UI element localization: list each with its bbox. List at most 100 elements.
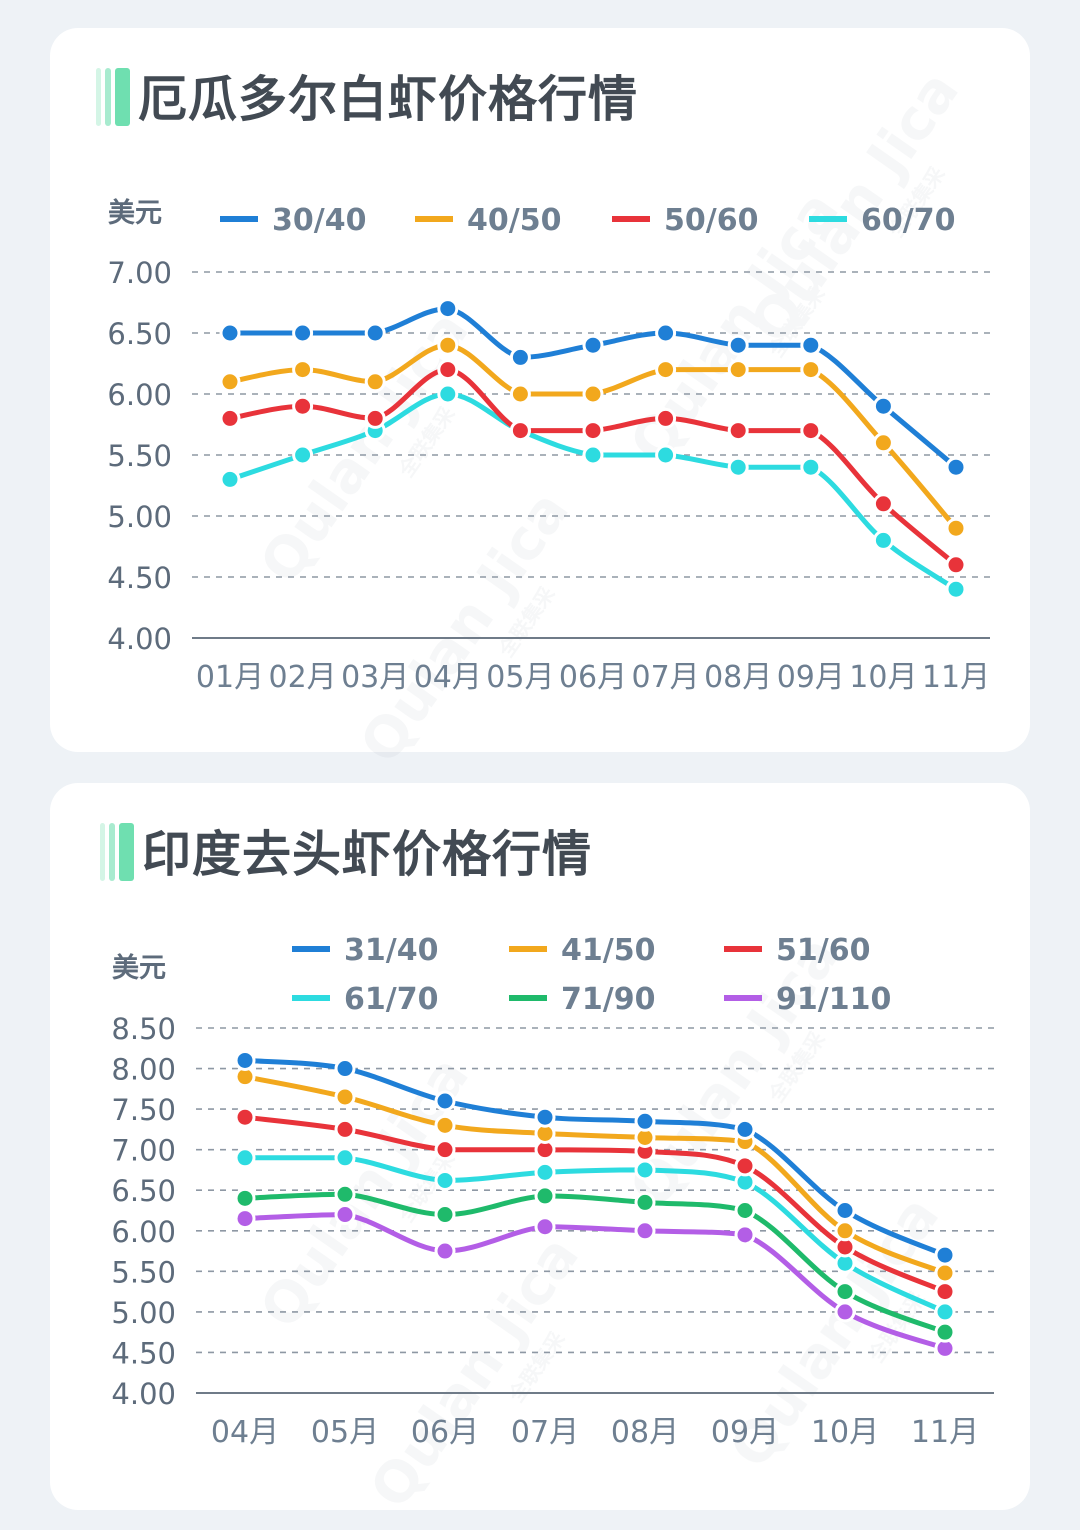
data-point xyxy=(934,1321,956,1343)
title-accent-icon xyxy=(96,68,130,126)
data-point xyxy=(727,359,749,381)
data-point xyxy=(334,1147,356,1169)
y-tick-label: 4.00 xyxy=(111,1377,176,1411)
data-point xyxy=(334,1204,356,1226)
y-tick-label: 7.00 xyxy=(107,256,172,290)
data-point xyxy=(234,1049,256,1071)
x-tick-label: 08月 xyxy=(611,1415,679,1450)
data-point xyxy=(364,322,386,344)
x-tick-label: 06月 xyxy=(411,1415,479,1450)
legend-label: 91/110 xyxy=(776,982,891,1017)
india-price-card: 印度去头虾价格行情 Qulan Jica 全联集采 Qulan Jica 全联集采 Qu… xyxy=(50,783,1030,1520)
x-tick-label: 02月 xyxy=(269,660,337,695)
x-tick-label: 11月 xyxy=(911,1415,979,1450)
y-axis-label: 美元 xyxy=(112,952,166,984)
data-point xyxy=(634,1159,656,1181)
data-point xyxy=(219,322,241,344)
legend-label: 71/90 xyxy=(561,982,655,1017)
data-point xyxy=(945,578,967,600)
data-point xyxy=(434,1114,456,1136)
legend-label: 40/50 xyxy=(467,203,561,238)
data-point xyxy=(437,359,459,381)
data-point xyxy=(834,1301,856,1323)
watermark-text: Qulan Jica xyxy=(358,1225,592,1520)
data-point xyxy=(734,1224,756,1246)
y-tick-label: 6.00 xyxy=(111,1215,176,1249)
data-point xyxy=(582,383,604,405)
y-tick-label: 8.00 xyxy=(111,1053,176,1087)
data-point xyxy=(219,371,241,393)
x-tick-label: 11月 xyxy=(922,660,990,695)
data-point xyxy=(534,1216,556,1238)
data-point xyxy=(800,420,822,442)
data-point xyxy=(872,395,894,417)
data-point xyxy=(292,322,314,344)
legend-label: 41/50 xyxy=(561,933,655,968)
data-point xyxy=(434,1240,456,1262)
data-point xyxy=(834,1200,856,1221)
data-point xyxy=(634,1110,656,1132)
data-point xyxy=(234,1187,256,1209)
data-point xyxy=(872,493,894,515)
chart-title: 厄瓜多尔白虾价格行情 xyxy=(138,71,639,128)
x-tick-label: 10月 xyxy=(811,1415,879,1450)
data-point xyxy=(437,383,459,405)
x-tick-label: 05月 xyxy=(486,660,554,695)
data-point xyxy=(234,1106,256,1128)
data-point xyxy=(655,322,677,344)
x-tick-label: 05月 xyxy=(311,1415,379,1450)
data-point xyxy=(934,1262,956,1284)
data-point xyxy=(655,359,677,381)
data-point xyxy=(655,407,677,429)
data-point xyxy=(582,420,604,442)
data-point xyxy=(734,1155,756,1177)
data-point xyxy=(364,407,386,429)
data-point xyxy=(334,1118,356,1140)
data-point xyxy=(934,1244,956,1266)
data-point xyxy=(334,1086,356,1108)
data-point xyxy=(872,432,894,454)
data-point xyxy=(534,1161,556,1183)
data-point xyxy=(634,1220,656,1242)
y-tick-label: 5.00 xyxy=(111,1296,176,1330)
data-point xyxy=(292,395,314,417)
data-point xyxy=(234,1147,256,1169)
series-line-31-40 xyxy=(242,1057,948,1258)
data-point xyxy=(334,1058,356,1080)
data-point xyxy=(434,1139,456,1161)
data-point xyxy=(437,298,459,320)
data-point xyxy=(727,420,749,442)
y-tick-label: 5.50 xyxy=(107,439,172,473)
data-point xyxy=(334,1183,356,1205)
legend-label: 61/70 xyxy=(344,982,438,1017)
data-point xyxy=(945,517,967,539)
data-point xyxy=(872,529,894,551)
legend-label: 50/60 xyxy=(664,203,758,238)
title-accent-icon xyxy=(100,823,134,881)
y-tick-label: 4.50 xyxy=(111,1336,176,1370)
legend-label: 51/60 xyxy=(776,933,870,968)
x-tick-label: 03月 xyxy=(341,660,409,695)
data-point xyxy=(727,456,749,478)
data-point xyxy=(800,334,822,356)
x-tick-label: 10月 xyxy=(849,660,917,695)
data-point xyxy=(934,1281,956,1303)
data-point xyxy=(434,1204,456,1226)
x-tick-label: 08月 xyxy=(704,660,772,695)
legend-label: 60/70 xyxy=(861,203,955,238)
data-point xyxy=(727,334,749,356)
data-point xyxy=(292,359,314,381)
legend-label: 31/40 xyxy=(344,933,438,968)
data-point xyxy=(364,371,386,393)
legend-label: 30/40 xyxy=(272,203,366,238)
x-tick-label: 04月 xyxy=(414,660,482,695)
y-tick-label: 6.50 xyxy=(111,1174,176,1208)
y-tick-label: 5.50 xyxy=(111,1255,176,1289)
data-point xyxy=(834,1220,856,1242)
data-point xyxy=(634,1191,656,1213)
watermark-text: Qulan Jica xyxy=(348,480,582,775)
data-point xyxy=(434,1090,456,1112)
y-tick-label: 6.00 xyxy=(107,378,172,412)
